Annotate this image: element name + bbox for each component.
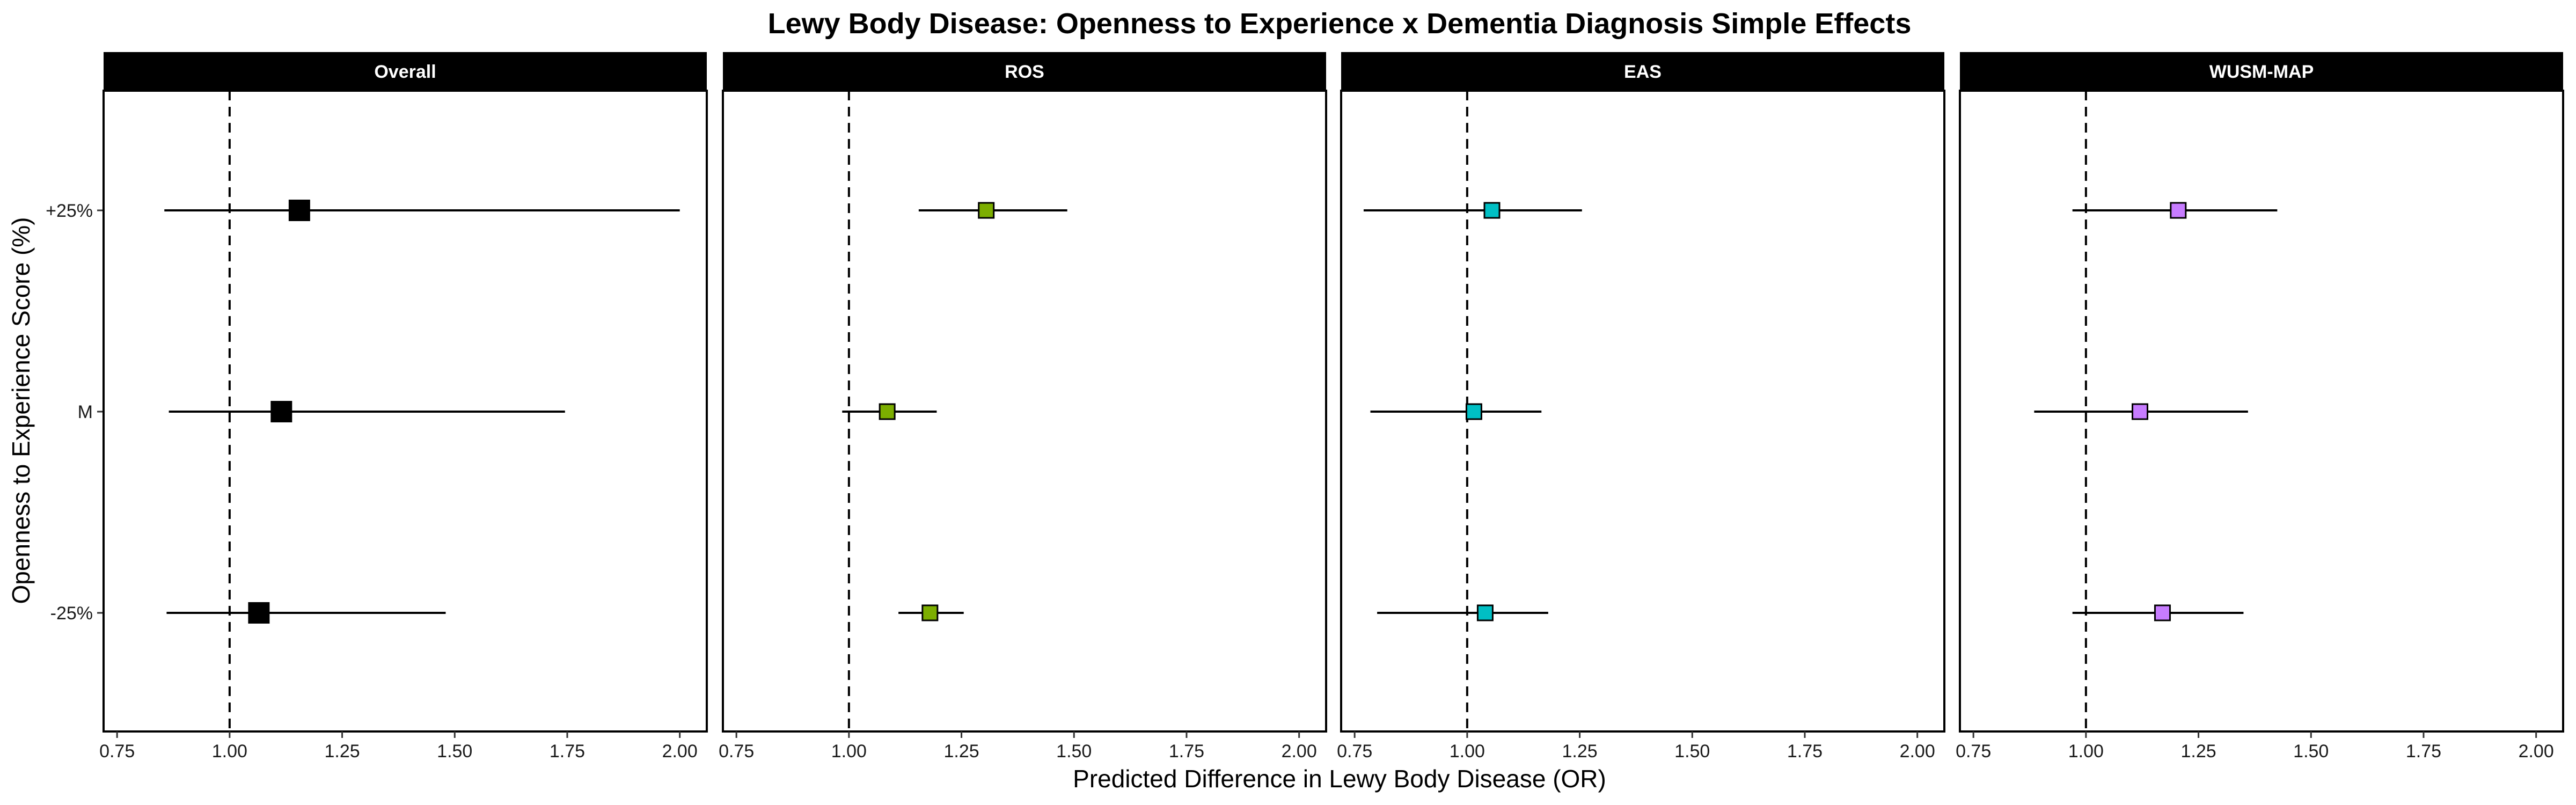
point-estimate xyxy=(978,202,995,219)
panel-border xyxy=(103,90,708,733)
point-estimate xyxy=(921,604,939,621)
facet-strip-label: Overall xyxy=(374,62,436,82)
x-tick-label: 1.75 xyxy=(2406,741,2441,762)
point-estimate xyxy=(2154,604,2171,621)
point-estimate xyxy=(1476,604,1494,621)
facet-strip xyxy=(104,52,707,91)
x-tick-label: 2.00 xyxy=(2519,741,2554,762)
x-tick-label: 1.25 xyxy=(1562,741,1597,762)
point-estimate xyxy=(248,602,270,624)
point-estimate xyxy=(2170,202,2187,219)
x-tick-label: 2.00 xyxy=(1900,741,1935,762)
x-tick-label: 1.00 xyxy=(212,741,247,762)
x-tick-label: 1.75 xyxy=(1787,741,1823,762)
facet-strip-label: WUSM-MAP xyxy=(2209,62,2314,82)
facet-panel-eas: EAS 0.75 1.00 1.25 1.50 1.75 2.00 xyxy=(1337,52,1945,762)
x-tick-label: 1.00 xyxy=(831,741,867,762)
facet-strip xyxy=(1341,52,1944,91)
x-tick-label: 1.25 xyxy=(324,741,360,762)
x-tick-label: 1.75 xyxy=(1169,741,1204,762)
y-tick-label: M xyxy=(78,402,93,422)
x-tick-label: 1.25 xyxy=(943,741,979,762)
y-tick-label: -25% xyxy=(50,603,93,624)
point-estimate xyxy=(1483,202,1501,219)
point-estimate xyxy=(2132,403,2149,420)
panel-border xyxy=(1959,90,2564,733)
facet-panel-overall: Overall 0.75 1.00 1.25 1.50 1.75 2.00 xyxy=(99,52,708,762)
chart-title: Lewy Body Disease: Openness to Experienc… xyxy=(768,8,1912,40)
facet-strip xyxy=(723,52,1326,91)
point-estimate xyxy=(879,403,896,420)
facet-panels: +25% M -25% Overall 0.75 1.00 1.25 1.50 1.75 2.00… xyxy=(46,52,2564,762)
x-tick-label: 1.75 xyxy=(550,741,585,762)
x-tick-label: 0.75 xyxy=(99,741,135,762)
x-tick-label: 0.75 xyxy=(719,741,754,762)
y-axis-title: Openness to Experience Score (%) xyxy=(7,217,35,604)
x-tick-label: 2.00 xyxy=(662,741,698,762)
point-estimate xyxy=(270,401,292,422)
x-tick-label: 2.00 xyxy=(1282,741,1317,762)
x-tick-label: 1.50 xyxy=(1674,741,1710,762)
facet-strip-label: EAS xyxy=(1624,62,1662,82)
x-tick-label: 1.00 xyxy=(2068,741,2104,762)
facet-strip xyxy=(1960,52,2563,91)
facet-panel-ros: ROS 0.75 1.00 1.25 1.50 1.75 2.00 xyxy=(719,52,1327,762)
x-tick-label: 0.75 xyxy=(1337,741,1372,762)
panel-border xyxy=(1340,90,1945,733)
point-estimate xyxy=(1465,403,1482,420)
x-axis-title: Predicted Difference in Lewy Body Diseas… xyxy=(1073,765,1606,793)
x-tick-label: 1.50 xyxy=(437,741,472,762)
y-tick-label: +25% xyxy=(46,201,93,221)
x-tick-label: 0.75 xyxy=(1956,741,1991,762)
panel-border xyxy=(722,90,1327,733)
x-tick-label: 1.50 xyxy=(1056,741,1092,762)
x-tick-label: 1.25 xyxy=(2180,741,2216,762)
facet-panel-wusm-map: WUSM-MAP 0.75 1.00 1.25 1.50 1.75 2.00 xyxy=(1956,52,2564,762)
x-tick-label: 1.50 xyxy=(2293,741,2329,762)
point-estimate xyxy=(288,200,310,221)
x-tick-label: 1.00 xyxy=(1450,741,1485,762)
facet-strip-label: ROS xyxy=(1005,62,1044,82)
